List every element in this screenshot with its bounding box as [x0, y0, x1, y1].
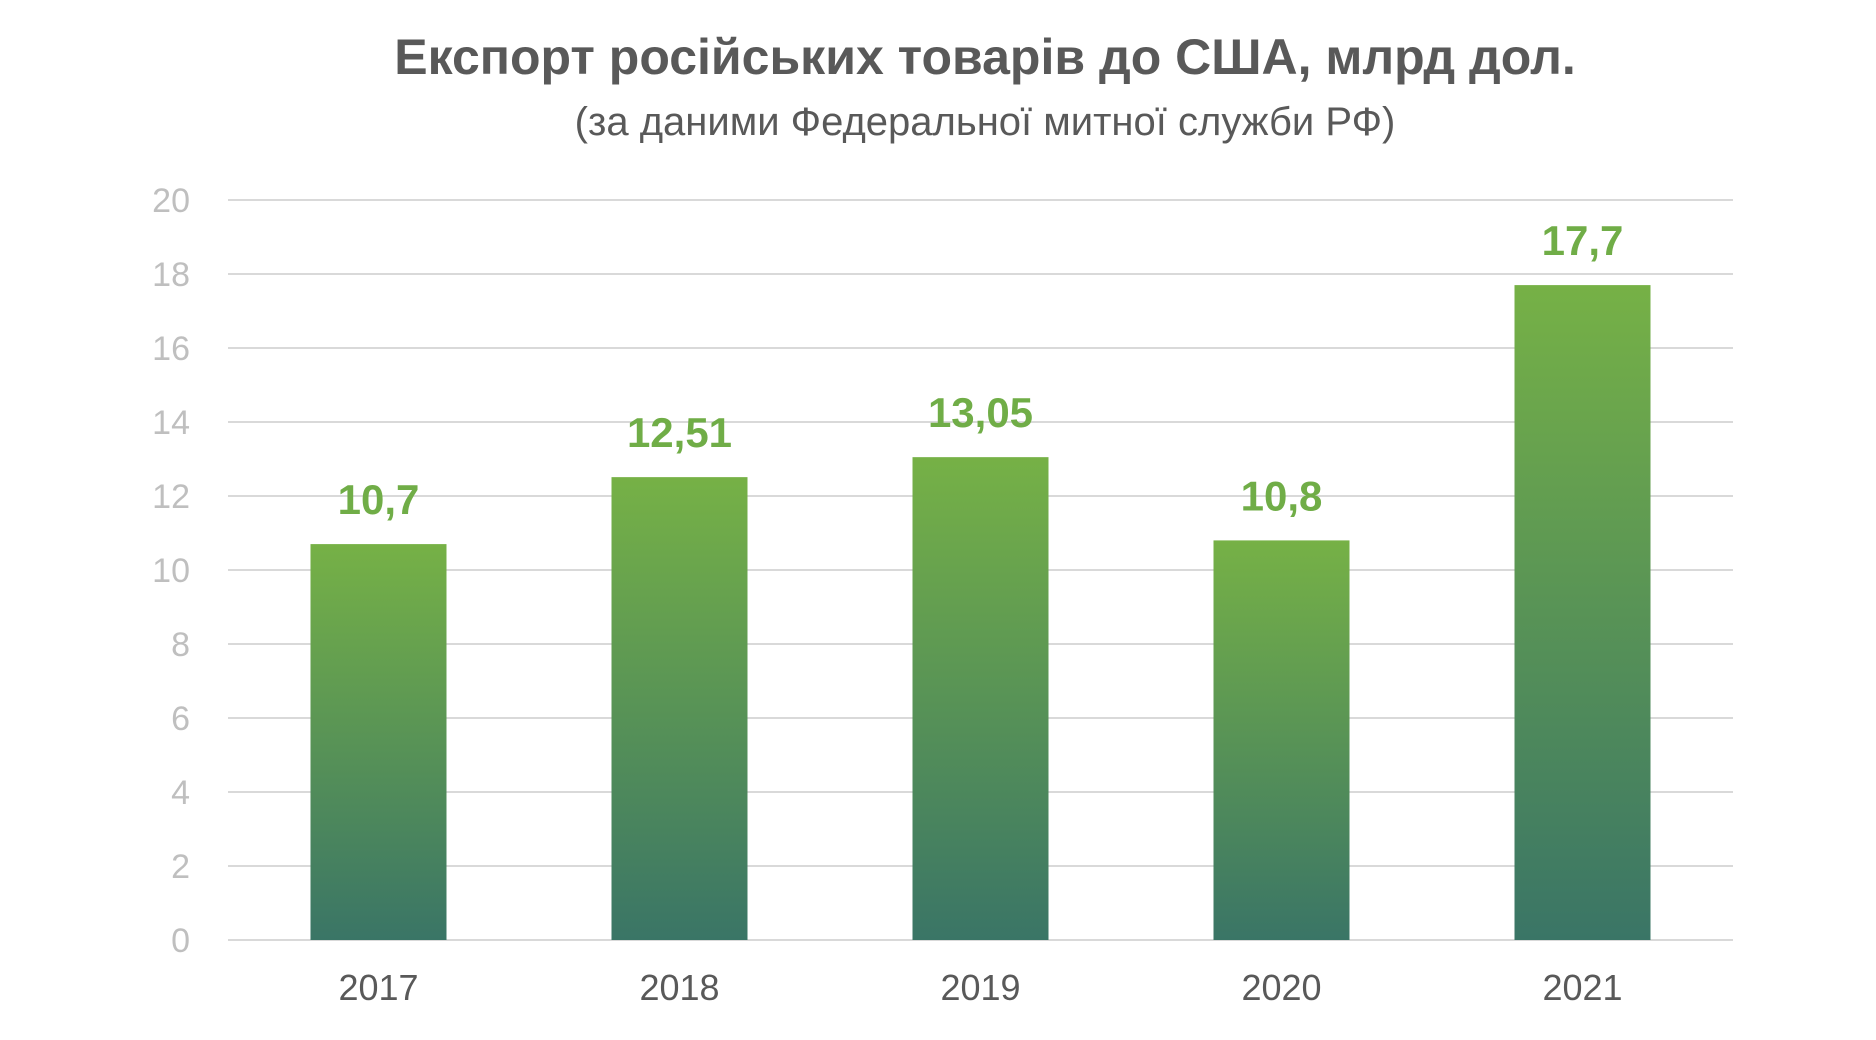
y-tick-label: 14 — [152, 404, 190, 442]
y-tick-label: 2 — [171, 848, 190, 886]
bar-2020 — [1213, 540, 1350, 940]
y-tick-label: 16 — [152, 330, 190, 368]
category-label-2021: 2021 — [1542, 967, 1622, 1008]
data-label-2017: 10,7 — [338, 476, 420, 523]
bar-2019 — [912, 457, 1049, 940]
data-label-2020: 10,8 — [1241, 472, 1323, 519]
x-axis-categories: 2017 2018 2019 2020 2021 — [338, 967, 1622, 1008]
y-tick-label: 8 — [171, 626, 190, 664]
data-label-2019: 13,05 — [928, 389, 1033, 436]
chart-title: Експорт російських товарів до США, млрд … — [394, 29, 1576, 85]
data-label-2021: 17,7 — [1542, 217, 1624, 264]
category-label-2019: 2019 — [940, 967, 1020, 1008]
y-axis-ticks: 0 2 4 6 8 10 12 14 16 18 20 — [152, 182, 190, 960]
bar-2017 — [310, 544, 447, 940]
data-label-2018: 12,51 — [627, 409, 732, 456]
data-labels: 10,7 12,51 13,05 10,8 17,7 — [338, 217, 1624, 523]
y-tick-label: 10 — [152, 552, 190, 590]
y-tick-label: 12 — [152, 478, 190, 516]
chart-subtitle: (за даними Федеральної митної служби РФ) — [574, 100, 1396, 144]
category-label-2020: 2020 — [1241, 967, 1321, 1008]
category-label-2018: 2018 — [639, 967, 719, 1008]
category-label-2017: 2017 — [338, 967, 418, 1008]
y-tick-label: 6 — [171, 700, 190, 738]
bars — [310, 285, 1651, 941]
bar-2018 — [611, 477, 748, 940]
bar-2021 — [1514, 285, 1651, 941]
y-tick-label: 4 — [171, 774, 190, 812]
y-tick-label: 18 — [152, 256, 190, 294]
y-tick-label: 0 — [171, 922, 190, 960]
y-tick-label: 20 — [152, 182, 190, 220]
